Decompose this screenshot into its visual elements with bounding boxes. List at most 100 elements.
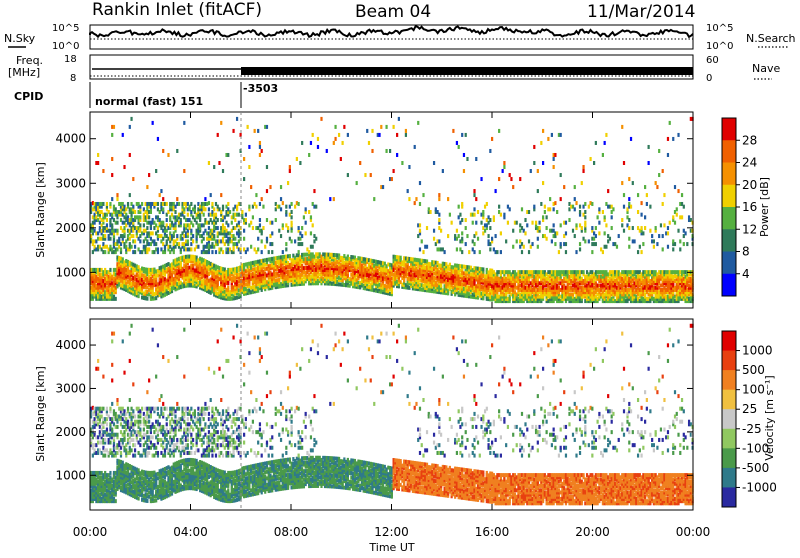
heatmap-cell [466, 234, 468, 238]
heatmap-cell [405, 129, 407, 133]
heatmap-cell [204, 207, 206, 211]
heatmap-cell [261, 197, 263, 201]
heatmap-cell [491, 137, 493, 141]
heatmap-cell [574, 197, 576, 201]
heatmap-cell [544, 205, 546, 209]
heatmap-cell [591, 226, 593, 230]
heatmap-cell [280, 197, 282, 201]
heatmap-cell [271, 231, 273, 235]
heatmap-cell [227, 202, 229, 206]
heatmap-cell [134, 250, 136, 254]
heatmap-cell [558, 250, 560, 254]
freq-panel: Freq. [MHz] 18 8 60 0 Nave [8, 54, 780, 84]
heatmap-cell [574, 185, 576, 189]
heatmap-cell [602, 250, 604, 254]
heatmap-cell [275, 218, 277, 222]
heatmap-cell [609, 237, 611, 241]
heatmap-cell [554, 201, 556, 205]
heatmap-cell [574, 234, 576, 238]
heatmap-cell [546, 237, 548, 241]
heatmap-cell [305, 231, 307, 235]
heatmap-cell [285, 242, 287, 246]
heatmap-cell [247, 125, 249, 129]
heatmap-cell [333, 141, 335, 145]
heatmap-cell [290, 221, 292, 225]
heatmap-cell [422, 250, 424, 254]
heatmap-cell [248, 145, 250, 149]
heatmap-cell [187, 213, 189, 217]
heatmap-cell [236, 117, 238, 121]
heatmap-cell [266, 189, 268, 193]
heatmap-cell [581, 226, 583, 230]
heatmap-cell [294, 205, 296, 209]
heatmap-cell [264, 245, 266, 249]
heatmap-cell [466, 157, 468, 161]
heatmap-cell [574, 207, 576, 211]
heatmap-cell [234, 218, 236, 222]
heatmap-cell [535, 221, 537, 225]
heatmap-cell [187, 239, 189, 243]
heatmap-cell [356, 181, 358, 185]
heatmap-cell [605, 223, 607, 227]
heatmap-cell [473, 250, 475, 254]
cpid-segment-1: normal (fast) 151 [95, 95, 203, 108]
heatmap-cell [285, 210, 287, 214]
heatmap-cell [401, 161, 403, 165]
heatmap-cell [217, 218, 219, 222]
heatmap-cell [503, 161, 505, 165]
heatmap-cell [459, 213, 461, 217]
heatmap-cell [385, 125, 387, 129]
heatmap-cell [612, 207, 614, 211]
heatmap-cell [433, 237, 435, 241]
heatmap-cell [595, 242, 597, 246]
heatmap-cell [259, 218, 261, 222]
heatmap-cell [512, 185, 514, 189]
heatmap-cell [546, 226, 548, 230]
heatmap-cell [106, 218, 108, 222]
heatmap-cell [480, 221, 482, 225]
heatmap-cell [582, 169, 584, 173]
heatmap-cell [519, 177, 521, 181]
heatmap-cell [461, 250, 463, 254]
heatmap-cell [148, 173, 150, 177]
heatmap-cell [97, 153, 99, 157]
heatmap-cell [465, 226, 467, 230]
heatmap-cell [178, 202, 180, 206]
heatmap-cell [234, 237, 236, 241]
heatmap-cell [312, 133, 314, 137]
heatmap-cell [261, 239, 263, 243]
heatmap-cell [405, 133, 407, 137]
heatmap-cell [371, 129, 373, 133]
heatmap-cell [347, 133, 349, 137]
heatmap-cell [139, 223, 141, 227]
heatmap-cell [530, 169, 532, 173]
heatmap-cell [407, 189, 409, 193]
heatmap-cell [255, 193, 257, 197]
beam-title: Beam 04 [355, 2, 431, 22]
heatmap-cell [190, 247, 192, 251]
heatmap-cell [421, 239, 423, 243]
heatmap-cell [104, 250, 106, 254]
heatmap-cell [129, 125, 131, 129]
heatmap-cell [310, 141, 312, 145]
heatmap-cell [568, 218, 570, 222]
heatmap-cell [598, 221, 600, 225]
heatmap-cell [364, 173, 366, 177]
heatmap-cell [542, 161, 544, 165]
heatmap-cell [303, 215, 305, 219]
heatmap-cell [197, 245, 199, 249]
heatmap-cell [211, 202, 213, 206]
nsky-line [90, 26, 693, 37]
heatmap-cell [366, 129, 368, 133]
heatmap-cell [452, 129, 454, 133]
heatmap-cell [584, 221, 586, 225]
heatmap-cell [106, 202, 108, 206]
heatmap-cell [152, 231, 154, 235]
heatmap-cell [479, 250, 481, 254]
heatmap-cell [213, 234, 215, 238]
heatmap-cell [389, 149, 391, 153]
heatmap-cell [489, 149, 491, 153]
heatmap-cell [312, 223, 314, 227]
heatmap-cell [602, 210, 604, 214]
heatmap-cell [495, 234, 497, 238]
